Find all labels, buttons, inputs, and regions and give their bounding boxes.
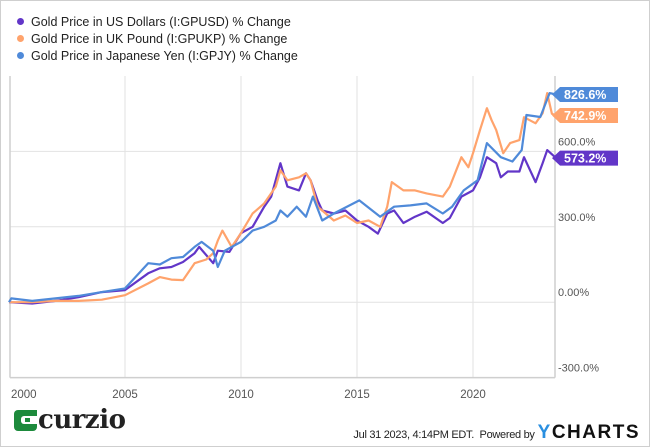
- end-value-label-gbp: 742.9%: [552, 107, 618, 123]
- series-line-gbp: [9, 91, 557, 304]
- y-tick-label: -300.0%: [558, 363, 599, 375]
- end-value-label-jpy: 826.6%: [552, 86, 618, 102]
- end-value-text: 573.2%: [564, 152, 606, 166]
- footer: Jul 31 2023, 4:14PM EDT. Powered by YCHA…: [353, 421, 640, 445]
- legend: Gold Price in US Dollars (I:GPUSD) % Cha…: [16, 13, 298, 64]
- legend-label-jpy: Gold Price in Japanese Yen (I:GPJY) % Ch…: [31, 48, 298, 63]
- y-tick-label: 0.00%: [558, 287, 589, 299]
- y-tick-label: 600.0%: [558, 136, 596, 148]
- end-value-flag: [552, 86, 618, 102]
- powered-by: Powered by: [479, 429, 535, 441]
- ycharts-logo-y: Y: [537, 422, 552, 443]
- series-line-jpy: [8, 91, 557, 303]
- curzio-logo-text: curzio: [38, 405, 126, 435]
- legend-dot-usd: [17, 18, 24, 25]
- footer-text: Jul 31 2023, 4:14PM EDT. Powered by: [353, 429, 535, 441]
- legend-dot-jpy: [17, 52, 24, 59]
- curzio-logo-mark: [14, 409, 37, 431]
- curzio-logo: curzio: [14, 405, 126, 435]
- end-value-flag: [552, 150, 618, 166]
- x-tick-label: 2020: [460, 389, 486, 401]
- x-tick-label: 2005: [112, 389, 138, 401]
- end-value-flag: [552, 107, 618, 123]
- end-value-label-usd: 573.2%: [552, 150, 618, 166]
- ycharts-logo-text: CHARTS: [551, 422, 640, 443]
- x-tick-label: 2000: [11, 389, 37, 401]
- legend-item-jpy[interactable]: Gold Price in Japanese Yen (I:GPJY) % Ch…: [16, 47, 298, 64]
- end-value-text: 742.9%: [564, 109, 606, 123]
- timestamp: Jul 31 2023, 4:14PM EDT.: [353, 429, 475, 441]
- ycharts-logo[interactable]: YCHARTS: [538, 422, 640, 444]
- end-value-text: 826.6%: [564, 88, 606, 102]
- legend-item-gbp[interactable]: Gold Price in UK Pound (I:GPUKP) % Chang…: [16, 30, 298, 47]
- legend-item-usd[interactable]: Gold Price in US Dollars (I:GPUSD) % Cha…: [16, 13, 298, 30]
- x-tick-label: 2015: [344, 389, 370, 401]
- legend-label-usd: Gold Price in US Dollars (I:GPUSD) % Cha…: [31, 14, 291, 29]
- legend-dot-gbp: [17, 35, 24, 42]
- x-tick-label: 2010: [228, 389, 254, 401]
- legend-label-gbp: Gold Price in UK Pound (I:GPUKP) % Chang…: [31, 31, 288, 46]
- y-tick-label: 300.0%: [558, 212, 596, 224]
